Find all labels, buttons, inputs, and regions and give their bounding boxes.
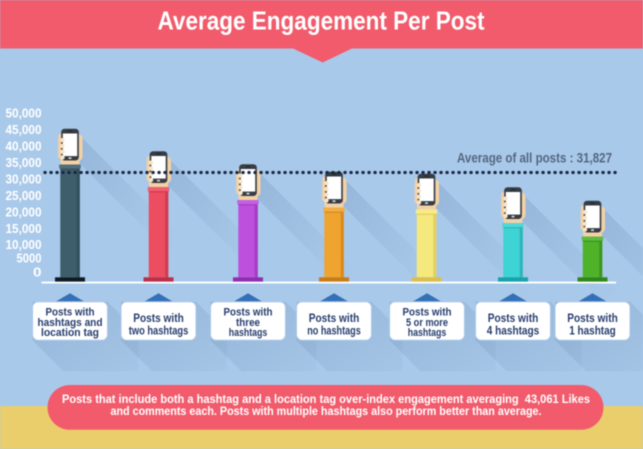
svg-text:4 hashtags: 4 hashtags xyxy=(487,324,540,338)
svg-text:Posts with: Posts with xyxy=(309,311,360,325)
svg-text:hashtags and: hashtags and xyxy=(38,317,103,329)
svg-text:Average of all posts : 31,827: Average of all posts : 31,827 xyxy=(457,151,612,166)
svg-text:and comments each. Posts with: and comments each. Posts with multiple h… xyxy=(111,406,542,418)
svg-text:45,000: 45,000 xyxy=(6,123,42,137)
svg-text:30,000: 30,000 xyxy=(6,173,42,187)
svg-text:hashtags: hashtags xyxy=(408,327,447,339)
svg-text:0: 0 xyxy=(33,265,42,279)
svg-text:Posts that include both a hash: Posts that include both a hashtag and a … xyxy=(62,394,590,406)
svg-text:Average Engagement Per Post: Average Engagement Per Post xyxy=(158,5,485,35)
svg-text:Posts with: Posts with xyxy=(488,311,539,325)
svg-text:50,000: 50,000 xyxy=(6,107,42,121)
svg-text:Posts with: Posts with xyxy=(403,306,452,318)
svg-text:10,000: 10,000 xyxy=(6,238,42,252)
svg-text:35,000: 35,000 xyxy=(6,156,42,170)
svg-text:location tag: location tag xyxy=(41,327,99,339)
svg-text:5 or more: 5 or more xyxy=(406,317,448,329)
svg-text:1 hashtag: 1 hashtag xyxy=(569,324,616,338)
svg-text:15,000: 15,000 xyxy=(6,222,42,236)
svg-text:20,000: 20,000 xyxy=(6,206,42,220)
svg-text:three: three xyxy=(236,317,260,329)
svg-text:25,000: 25,000 xyxy=(6,189,42,203)
svg-text:Posts with: Posts with xyxy=(46,306,95,318)
svg-text:40,000: 40,000 xyxy=(6,140,42,154)
svg-text:no hashtags: no hashtags xyxy=(307,324,361,338)
svg-text:Posts with: Posts with xyxy=(567,311,618,325)
svg-text:5000: 5000 xyxy=(17,251,42,265)
svg-text:two hashtags: two hashtags xyxy=(129,324,189,338)
svg-text:hashtags: hashtags xyxy=(229,327,268,339)
svg-text:Posts with: Posts with xyxy=(133,311,184,325)
svg-text:Posts with: Posts with xyxy=(224,306,273,318)
